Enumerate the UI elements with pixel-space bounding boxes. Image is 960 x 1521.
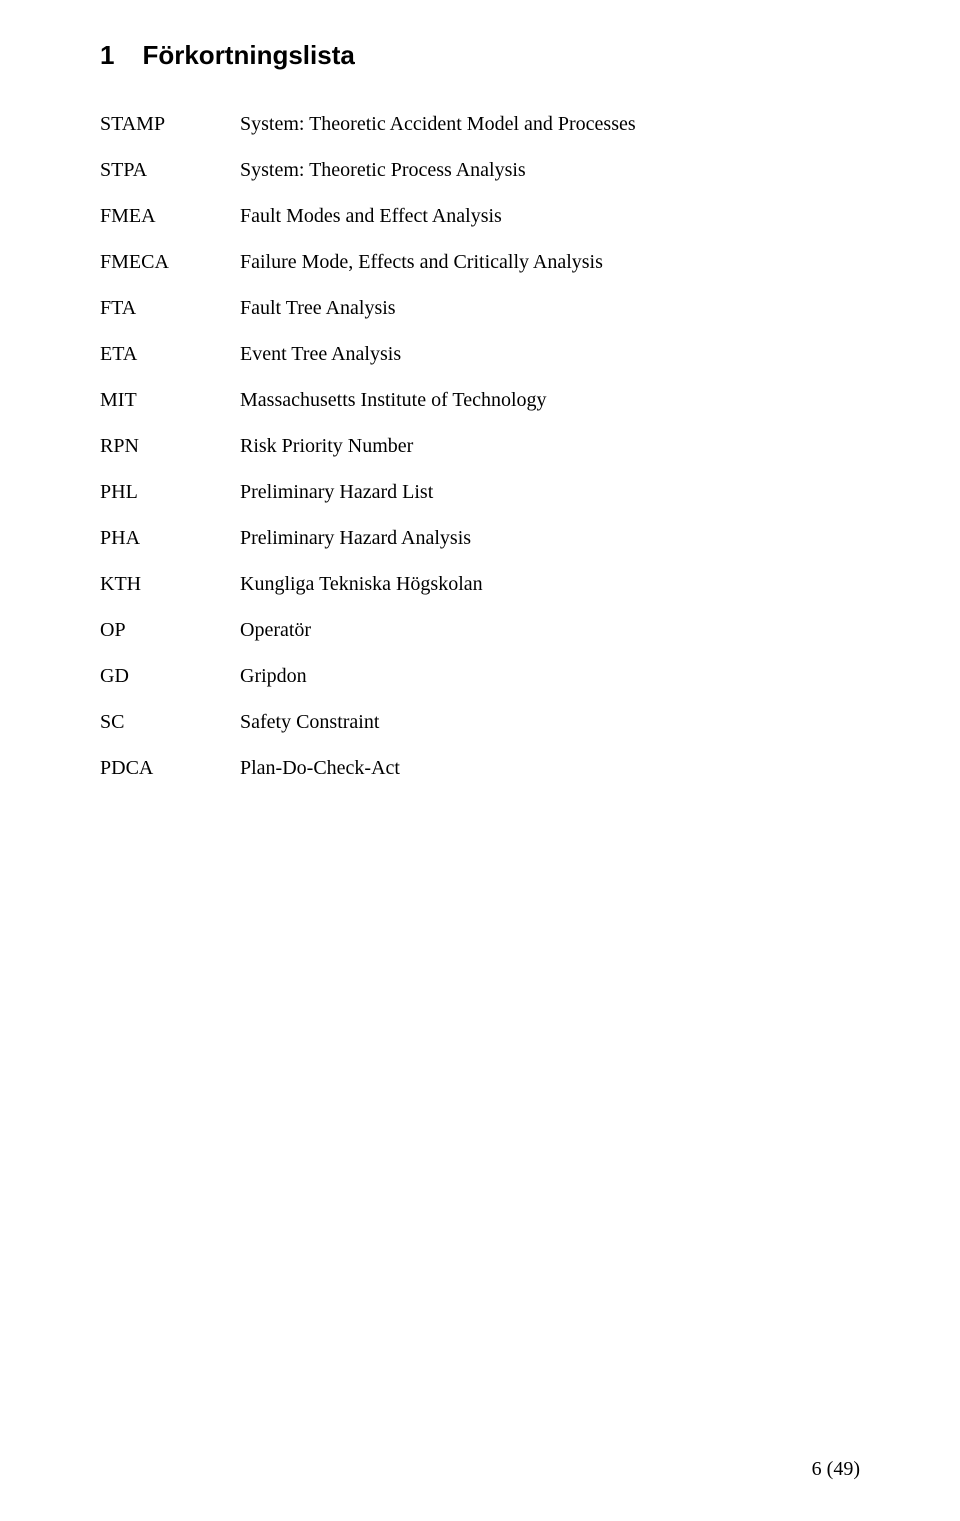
abbrev-term: KTH — [100, 571, 240, 597]
abbrev-definition: Failure Mode, Effects and Critically Ana… — [240, 249, 860, 275]
abbrev-definition: Preliminary Hazard List — [240, 479, 860, 505]
abbrev-definition: Gripdon — [240, 663, 860, 689]
abbrev-definition: Safety Constraint — [240, 709, 860, 735]
abbrev-term: PDCA — [100, 755, 240, 781]
abbrev-definition: Fault Modes and Effect Analysis — [240, 203, 860, 229]
abbrev-term: ETA — [100, 341, 240, 367]
abbrev-definition: Event Tree Analysis — [240, 341, 860, 367]
abbrev-term: STPA — [100, 157, 240, 183]
abbrev-definition: Preliminary Hazard Analysis — [240, 525, 860, 551]
abbrev-term: FMECA — [100, 249, 240, 275]
page-number: 6 (49) — [812, 1458, 860, 1481]
abbreviation-table: STAMP System: Theoretic Accident Model a… — [100, 111, 860, 781]
abbrev-definition: Risk Priority Number — [240, 433, 860, 459]
abbrev-term: OP — [100, 617, 240, 643]
section-heading: 1 Förkortningslista — [100, 40, 860, 71]
abbrev-definition: Fault Tree Analysis — [240, 295, 860, 321]
abbrev-term: FMEA — [100, 203, 240, 229]
abbrev-definition: Massachusetts Institute of Technology — [240, 387, 860, 413]
section-number: 1 — [100, 40, 114, 71]
abbrev-term: PHA — [100, 525, 240, 551]
abbrev-definition: Kungliga Tekniska Högskolan — [240, 571, 860, 597]
abbrev-definition: Plan-Do-Check-Act — [240, 755, 860, 781]
document-page: 1 Förkortningslista STAMP System: Theoret… — [0, 0, 960, 1521]
abbrev-definition: System: Theoretic Accident Model and Pro… — [240, 111, 860, 137]
abbrev-definition: System: Theoretic Process Analysis — [240, 157, 860, 183]
abbrev-term: PHL — [100, 479, 240, 505]
abbrev-term: FTA — [100, 295, 240, 321]
abbrev-definition: Operatör — [240, 617, 860, 643]
abbrev-term: SC — [100, 709, 240, 735]
abbrev-term: GD — [100, 663, 240, 689]
abbrev-term: RPN — [100, 433, 240, 459]
abbrev-term: MIT — [100, 387, 240, 413]
section-title: Förkortningslista — [142, 40, 354, 70]
abbrev-term: STAMP — [100, 111, 240, 137]
